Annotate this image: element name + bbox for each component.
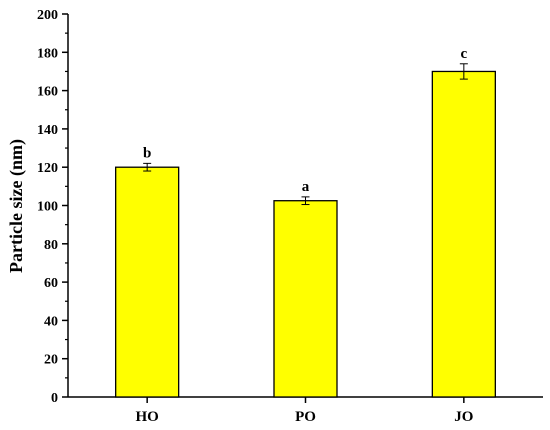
y-tick-label: 160 xyxy=(37,85,58,100)
y-tick-label: 100 xyxy=(37,200,58,215)
x-tick-label: JO xyxy=(454,409,473,425)
x-tick-label: PO xyxy=(295,409,316,425)
significance-label: b xyxy=(143,145,151,161)
x-ticks: HO PO JO xyxy=(135,397,473,425)
error-bars: b a c xyxy=(143,46,468,206)
y-ticks: 0 20 40 60 80 100 120 140 160 180 200 xyxy=(37,8,68,406)
significance-label: c xyxy=(460,46,467,62)
y-tick-label: 200 xyxy=(37,8,58,23)
significance-label: a xyxy=(302,179,310,195)
bar-ho xyxy=(115,166,180,398)
y-tick-label: 60 xyxy=(44,276,58,291)
y-tick-label: 80 xyxy=(44,238,58,253)
y-tick-label: 20 xyxy=(44,353,58,368)
bar-po xyxy=(273,200,338,398)
y-tick-label: 120 xyxy=(37,161,58,176)
y-tick-label: 0 xyxy=(51,391,58,406)
bar-jo xyxy=(431,70,496,398)
y-tick-label: 140 xyxy=(37,123,58,138)
y-tick-label: 40 xyxy=(44,314,58,329)
y-tick-label: 180 xyxy=(37,46,58,61)
bars xyxy=(115,70,496,398)
x-tick-label: HO xyxy=(135,409,158,425)
y-axis-title: Particle size (nm) xyxy=(6,139,27,273)
